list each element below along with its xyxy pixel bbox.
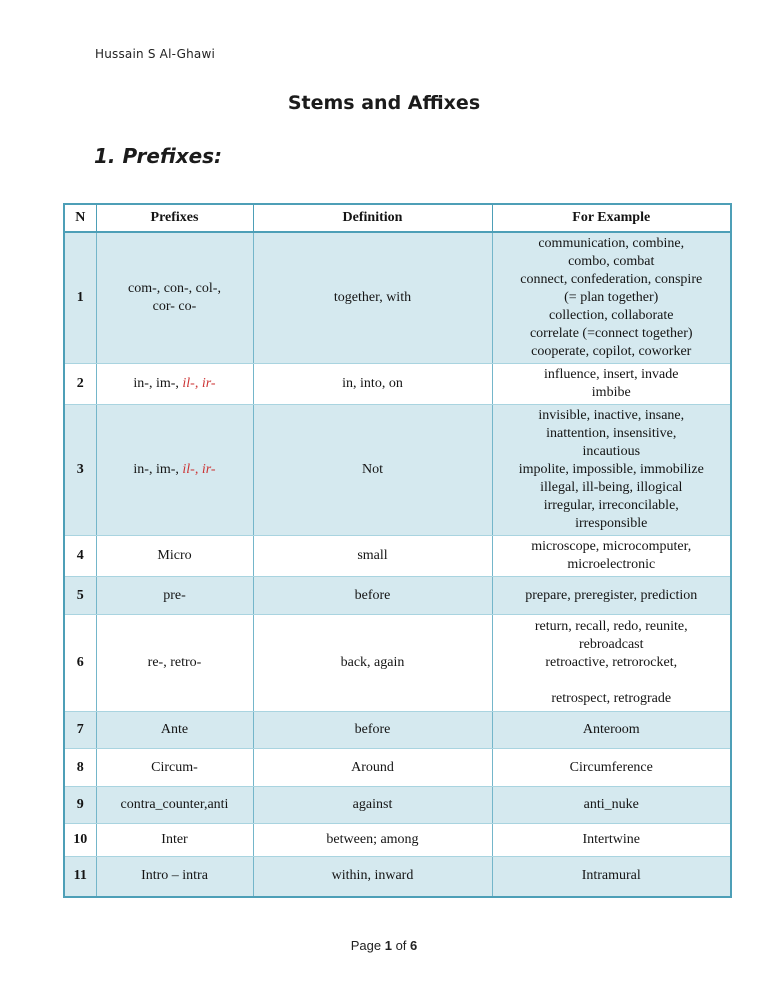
cell-prefix: in-, im-, il-, ir- — [95, 363, 254, 405]
cell-examples: Circumference — [491, 748, 732, 787]
table-row: 3 in-, im-, il-, ir- Not invisible, inac… — [63, 404, 732, 536]
prefix-text: in-, im-, — [133, 462, 183, 477]
table-row: 7 Ante before Anteroom — [63, 711, 732, 749]
cell-examples: microscope, microcomputer, microelectron… — [491, 535, 732, 577]
cell-examples: Anteroom — [491, 711, 732, 749]
cell-n: 9 — [63, 786, 97, 824]
table-row: 11 Intro – intra within, inward Intramur… — [63, 856, 732, 897]
cell-prefix: contra_counter,anti — [95, 786, 254, 824]
cell-definition: small — [252, 535, 493, 577]
cell-definition: together, with — [252, 231, 493, 364]
column-header-for-example: For Example — [491, 203, 732, 233]
cell-definition: against — [252, 786, 493, 824]
table-row: 9 contra_counter,anti against anti_nuke — [63, 786, 732, 824]
cell-prefix: com-, con-, col-, cor- co- — [95, 231, 254, 364]
table-row: 10 Inter between; among Intertwine — [63, 823, 732, 857]
cell-n: 8 — [63, 748, 97, 787]
cell-examples: prepare, preregister, prediction — [491, 576, 732, 615]
cell-definition: before — [252, 576, 493, 615]
cell-n: 4 — [63, 535, 97, 577]
cell-n: 2 — [63, 363, 97, 405]
cell-n: 7 — [63, 711, 97, 749]
prefixes-table: N Prefixes Definition For Example 1 com-… — [63, 203, 732, 898]
cell-n: 10 — [63, 823, 97, 857]
table-row: 6 re-, retro- back, again return, recall… — [63, 614, 732, 712]
cell-n: 11 — [63, 856, 97, 897]
footer-of-label: of — [391, 938, 411, 953]
table-row: 1 com-, con-, col-, cor- co- together, w… — [63, 231, 732, 364]
cell-n: 1 — [63, 231, 97, 364]
column-header-definition: Definition — [252, 203, 493, 233]
prefix-text: in-, im-, — [133, 376, 183, 391]
cell-definition: in, into, on — [252, 363, 493, 405]
cell-prefix: re-, retro- — [95, 614, 254, 712]
cell-prefix: Micro — [95, 535, 254, 577]
cell-n: 5 — [63, 576, 97, 615]
cell-definition: Not — [252, 404, 493, 536]
footer-total-pages: 6 — [410, 938, 418, 953]
cell-definition: Around — [252, 748, 493, 787]
footer-page-number: 1 — [384, 938, 392, 953]
cell-n: 3 — [63, 404, 97, 536]
column-header-prefixes: Prefixes — [95, 203, 254, 233]
table-row: 5 pre- before prepare, preregister, pred… — [63, 576, 732, 615]
cell-definition: within, inward — [252, 856, 493, 897]
table-header-row: N Prefixes Definition For Example — [63, 203, 732, 233]
cell-examples: return, recall, redo, reunite, rebroadca… — [491, 614, 732, 712]
cell-examples: Intertwine — [491, 823, 732, 857]
footer-page-label: Page — [350, 938, 385, 953]
cell-prefix: in-, im-, il-, ir- — [95, 404, 254, 536]
cell-definition: back, again — [252, 614, 493, 712]
cell-prefix: Ante — [95, 711, 254, 749]
table-row: 4 Micro small microscope, microcomputer,… — [63, 535, 732, 577]
page-footer: Page 1 of 6 — [0, 938, 768, 953]
cell-examples: invisible, inactive, insane, inattention… — [491, 404, 732, 536]
table-row: 8 Circum- Around Circumference — [63, 748, 732, 787]
cell-prefix: Intro – intra — [95, 856, 254, 897]
cell-prefix: Inter — [95, 823, 254, 857]
prefix-text-red: il-, ir- — [182, 376, 216, 391]
cell-examples: influence, insert, invade imbibe — [491, 363, 732, 405]
prefix-text-red: il-, ir- — [182, 462, 216, 477]
cell-definition: before — [252, 711, 493, 749]
page-title: Stems and Affixes — [287, 92, 481, 114]
section-heading: 1. Prefixes: — [94, 144, 223, 168]
cell-definition: between; among — [252, 823, 493, 857]
cell-examples: Intramural — [491, 856, 732, 897]
table-row: 2 in-, im-, il-, ir- in, into, on influe… — [63, 363, 732, 405]
cell-prefix: Circum- — [95, 748, 254, 787]
cell-examples: communication, combine, combo, combat co… — [491, 231, 732, 364]
cell-prefix: pre- — [95, 576, 254, 615]
author: Hussain S Al-Ghawi — [95, 47, 215, 61]
cell-examples: anti_nuke — [491, 786, 732, 824]
cell-n: 6 — [63, 614, 97, 712]
column-header-n: N — [63, 203, 97, 233]
